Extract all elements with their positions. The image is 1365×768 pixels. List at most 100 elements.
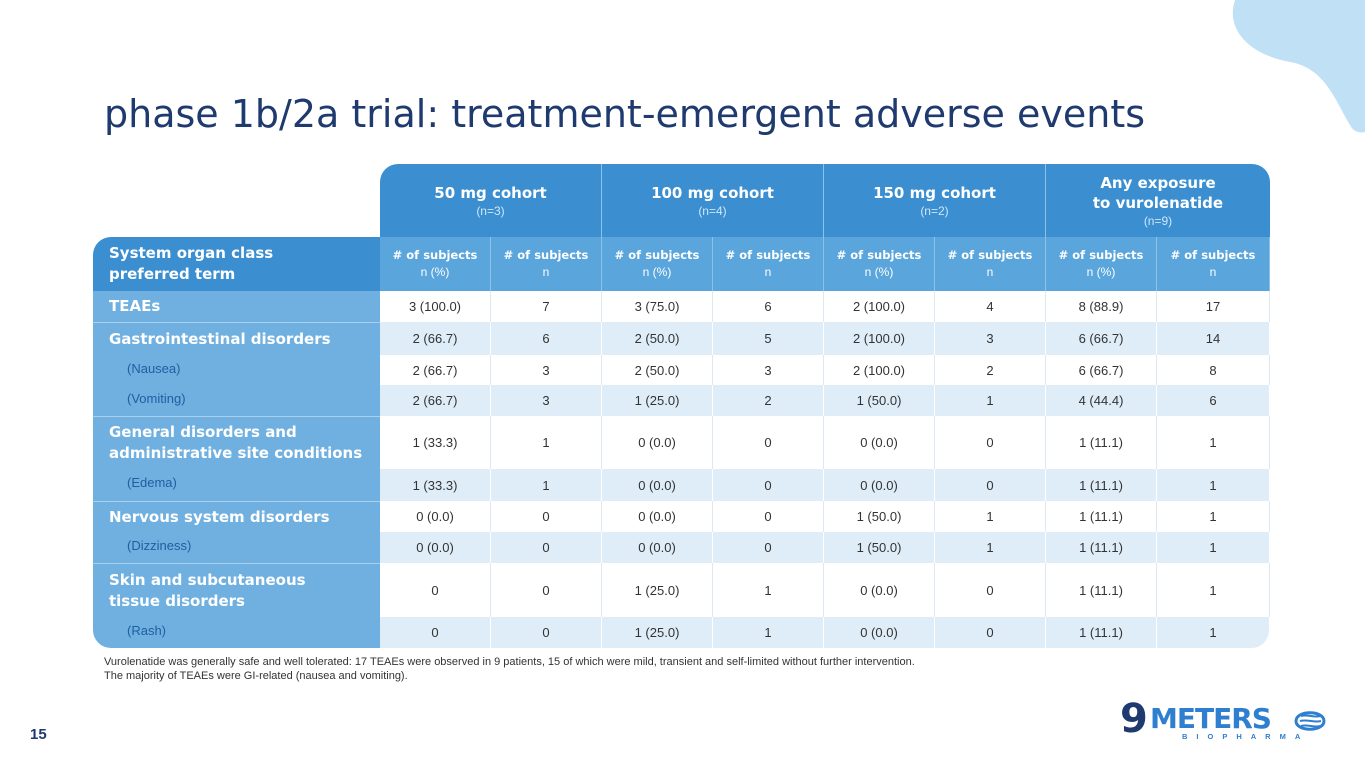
table-cell: 4: [935, 291, 1046, 322]
table-cell: 0 (0.0): [602, 469, 713, 501]
column-header: # of subjects n: [935, 237, 1046, 291]
table-cell: 1 (33.3): [380, 416, 491, 469]
table-cell: 0: [491, 532, 602, 563]
table-cell: 1 (50.0): [824, 385, 935, 416]
logo-nine: 9: [1120, 696, 1148, 742]
table-row: (Rash) 0 0 1 (25.0) 1 0 (0.0) 0 1 (11.1) 1: [93, 617, 1271, 648]
table-cell: 2 (66.7): [380, 322, 491, 355]
column-header-line1: # of subjects: [1058, 248, 1144, 262]
table-row: (Vomiting) 2 (66.7) 3 1 (25.0) 2 1 (50.0) 1 4 (…: [93, 385, 1271, 416]
label-line1: General disorders and: [109, 423, 297, 441]
cohort-header-100mg: 100 mg cohort (n=4): [602, 164, 824, 237]
page-title: phase 1b/2a trial: treatment-emergent ad…: [104, 92, 1146, 136]
table-cell: 0: [935, 469, 1046, 501]
table-cell: 0: [935, 416, 1046, 469]
table-cell: 5: [713, 322, 824, 355]
table-cell: 1: [491, 469, 602, 501]
system-organ-class-label: Gastrointestinal disorders: [93, 322, 380, 355]
table-cell: 0: [491, 501, 602, 532]
table-row: (Nausea) 2 (66.7) 3 2 (50.0) 3 2 (100.0) 2 6 (6…: [93, 355, 1271, 385]
table-cell: 1 (11.1): [1046, 617, 1157, 648]
table-cell: 0 (0.0): [380, 532, 491, 563]
table-cell: 0: [491, 617, 602, 648]
table-cell: 0 (0.0): [602, 501, 713, 532]
system-organ-class-label: General disorders and administrative site…: [93, 416, 380, 469]
table-cell: 0 (0.0): [824, 617, 935, 648]
preferred-term-label: (Dizziness): [93, 532, 380, 563]
column-header-line2: n: [1209, 265, 1217, 279]
table-cell: 1 (25.0): [602, 385, 713, 416]
table-row: Gastrointestinal disorders 2 (66.7) 6 2 (50…: [93, 322, 1271, 355]
table-cell: 1 (11.1): [1046, 501, 1157, 532]
preferred-term-label: (Edema): [93, 469, 380, 501]
table-cell: 1: [713, 617, 824, 648]
table-cell: 6 (66.7): [1046, 355, 1157, 385]
column-header-line1: # of subjects: [947, 248, 1033, 262]
table-cell: 1 (50.0): [824, 532, 935, 563]
table-cell: 2 (50.0): [602, 322, 713, 355]
table-cell: 1: [935, 532, 1046, 563]
system-organ-class-label: Nervous system disorders: [93, 501, 380, 532]
table-cell: 3 (75.0): [602, 291, 713, 322]
table-cell: 3: [713, 355, 824, 385]
table-cell: 1 (50.0): [824, 501, 935, 532]
decorative-blob: [1232, 0, 1365, 133]
table-cell: 2: [713, 385, 824, 416]
cohort-name: 100 mg cohort: [651, 183, 774, 202]
column-header-line1: # of subjects: [614, 248, 700, 262]
table-row: TEAEs 3 (100.0) 7 3 (75.0) 6 2 (100.0) 4 8 (88.…: [93, 291, 1271, 322]
label-line1: Skin and subcutaneous: [109, 570, 306, 589]
column-header: # of subjects n: [491, 237, 602, 291]
cohort-header-150mg: 150 mg cohort (n=2): [824, 164, 1046, 237]
table-cell: 3: [491, 385, 602, 416]
row-header-line1: System organ class: [109, 244, 274, 262]
column-header-line1: # of subjects: [392, 248, 478, 262]
column-header-line1: # of subjects: [503, 248, 589, 262]
company-logo: 9 METERS BIOPHARMA: [1120, 696, 1335, 744]
preferred-term-label: (Nausea): [93, 355, 380, 385]
table-cell: 1 (11.1): [1046, 532, 1157, 563]
column-header-row: System organ class preferred term # of s…: [93, 237, 1270, 291]
column-header-line2: n: [542, 265, 550, 279]
system-organ-class-label: Skin and subcutaneous tissue disorders: [93, 563, 380, 617]
table-cell: 0: [713, 469, 824, 501]
logo-wordmark: METERS: [1150, 702, 1272, 735]
table-cell: 6: [491, 322, 602, 355]
table-cell: 1: [1157, 617, 1270, 648]
column-header: # of subjects n (%): [602, 237, 713, 291]
cohort-header-any-exposure: Any exposure to vurolenatide (n=9): [1046, 164, 1270, 237]
cohort-n: (n=9): [1143, 213, 1173, 228]
column-header: # of subjects n: [713, 237, 824, 291]
table-cell: 1 (33.3): [380, 469, 491, 501]
label-line2: tissue disorders: [109, 591, 245, 610]
label-line2: administrative site conditions: [109, 444, 363, 462]
column-header-line2: n: [986, 265, 994, 279]
column-header-line1: # of subjects: [725, 248, 811, 262]
table-cell: 14: [1157, 322, 1270, 355]
table-cell: 0: [380, 617, 491, 648]
table-cell: 0 (0.0): [824, 563, 935, 617]
footnote-line1: Vurolenatide was generally safe and well…: [104, 656, 915, 668]
table-cell: 1: [1157, 532, 1270, 563]
table-body: TEAEs 3 (100.0) 7 3 (75.0) 6 2 (100.0) 4 8 (88.…: [93, 291, 1271, 648]
column-header-line2: n (%): [642, 265, 672, 279]
preferred-term-label: (Vomiting): [93, 385, 380, 416]
table-cell: 6: [713, 291, 824, 322]
table-cell: 2 (100.0): [824, 355, 935, 385]
table-cell: 0 (0.0): [602, 416, 713, 469]
table-cell: 1: [1157, 469, 1270, 501]
intestine-icon: [1294, 711, 1326, 731]
table-cell: 0: [713, 532, 824, 563]
table-cell: 1 (25.0): [602, 563, 713, 617]
table-cell: 3: [935, 322, 1046, 355]
table-cell: 1: [935, 501, 1046, 532]
table-cell: 0: [713, 501, 824, 532]
column-header: # of subjects n (%): [380, 237, 491, 291]
table-cell: 1 (11.1): [1046, 563, 1157, 617]
table-cell: 0 (0.0): [824, 416, 935, 469]
table-row: Nervous system disorders 0 (0.0) 0 0 (0.0) 0…: [93, 501, 1271, 532]
table-row: Skin and subcutaneous tissue disorders 0 0 1…: [93, 563, 1271, 617]
table-cell: 6 (66.7): [1046, 322, 1157, 355]
footnote-line2: The majority of TEAEs were GI-related (n…: [104, 670, 408, 682]
cohort-header-row: 50 mg cohort (n=3) 100 mg cohort (n=4) 1…: [380, 164, 1270, 237]
